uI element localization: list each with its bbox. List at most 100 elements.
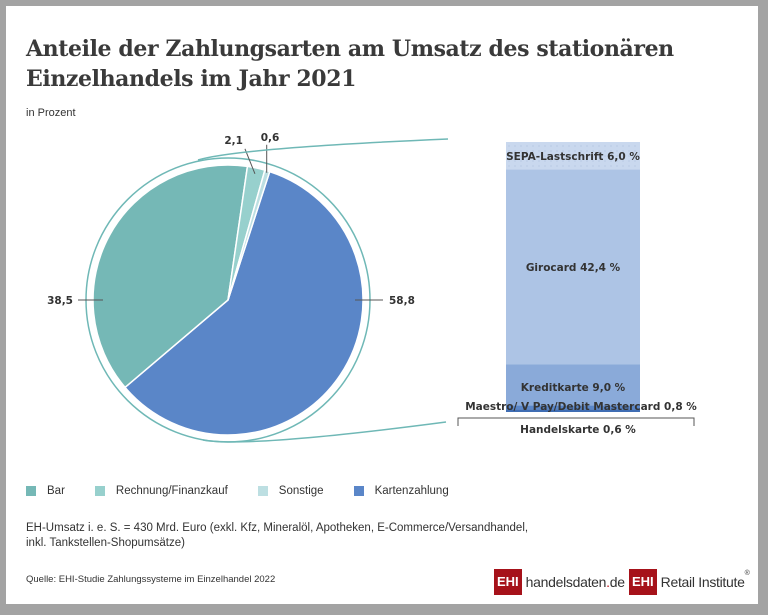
chart-card: Anteile der Zahlungsarten am Umsatz des … — [6, 6, 758, 604]
handelskarte-bracket — [457, 417, 695, 426]
ehi-logo-box: EHI — [494, 569, 522, 595]
source-note: Quelle: EHI-Studie Zahlungssysteme im Ei… — [26, 574, 276, 585]
logo-text-dot: . — [606, 574, 610, 590]
texture-dot — [532, 145, 534, 147]
texture-dot — [526, 150, 528, 152]
texture-dot — [580, 165, 582, 167]
texture-dot — [514, 165, 516, 167]
legend-item-bar: Bar — [26, 485, 65, 497]
texture-dot — [628, 150, 630, 152]
data-label-sonstige: 0,6 — [261, 132, 280, 144]
pie-slice-kartenzahlung — [124, 170, 364, 436]
texture-dot — [592, 145, 594, 147]
texture-dot — [532, 165, 534, 167]
texture-dot — [568, 145, 570, 147]
texture-dot — [610, 150, 612, 152]
texture-dot — [574, 150, 576, 152]
connector-lines — [197, 138, 449, 443]
texture-dot — [508, 155, 510, 157]
texture-dot — [604, 155, 606, 157]
texture-dot — [610, 145, 612, 147]
texture-dot — [574, 155, 576, 157]
texture-dot — [622, 150, 624, 152]
texture-dot — [616, 160, 618, 162]
texture-dot — [592, 165, 594, 167]
texture-dot — [568, 150, 570, 152]
chart-subtitle: in Prozent — [26, 107, 76, 119]
legend-label: Rechnung/Finanzkauf — [115, 485, 228, 497]
texture-dot — [634, 150, 636, 152]
bar-label-sepa: SEPA-Lastschrift 6,0 % — [506, 151, 640, 163]
texture-dot — [586, 150, 588, 152]
registered-mark: ® — [744, 570, 750, 577]
texture-dot — [634, 165, 636, 167]
handelsdaten-text: handelsdaten.de — [526, 574, 625, 590]
handelsdaten-logo[interactable]: EHI handelsdaten.de — [494, 569, 625, 595]
logo-text-part: handelsdaten — [525, 574, 607, 590]
texture-dot — [634, 155, 636, 157]
texture-dot — [628, 155, 630, 157]
stacked-bar-chart: SEPA-Lastschrift 6,0 % Girocard 42,4 % Kre… — [457, 142, 697, 436]
ehi-logo-box: EHI — [629, 569, 657, 595]
texture-dot — [550, 160, 552, 162]
texture-dot — [514, 150, 516, 152]
legend-swatch — [257, 486, 268, 496]
data-label-bar: 38,5 — [47, 295, 73, 307]
texture-dot — [580, 160, 582, 162]
texture-dot — [544, 150, 546, 152]
pie-chart: 58,8 38,5 2,1 0,6 — [47, 132, 415, 443]
texture-dot — [604, 145, 606, 147]
texture-dot — [514, 160, 516, 162]
chart-svg: 58,8 38,5 2,1 0,6 SEPA-Lastschrift 6,0 % Gir… — [47, 132, 697, 443]
texture-dot — [544, 145, 546, 147]
bar-label-girocard: Girocard 42,4 % — [526, 262, 621, 274]
connector-top — [197, 138, 449, 161]
texture-dot — [562, 155, 564, 157]
data-label-rechnung: 2,1 — [224, 135, 243, 147]
texture-dot — [550, 145, 552, 147]
chart-title: Anteile der Zahlungsarten am Umsatz des … — [26, 36, 674, 92]
texture-dot — [574, 145, 576, 147]
texture-dot — [604, 150, 606, 152]
texture-dot — [538, 145, 540, 147]
legend-label: Kartenzahlung — [374, 485, 449, 497]
legend-label: Bar — [47, 485, 65, 497]
bar-label-handelskarte: Handelskarte 0,6 % — [520, 424, 636, 436]
footnote: EH-Umsatz i. e. S. = 430 Mrd. Euro (exkl… — [26, 522, 529, 549]
data-label-kartenzahlung: 58,8 — [389, 295, 415, 307]
texture-dot — [586, 145, 588, 147]
texture-dot — [616, 150, 618, 152]
texture-dot — [574, 165, 576, 167]
texture-dot — [586, 160, 588, 162]
legend-item-rechnung: Rechnung/Finanzkauf — [94, 485, 228, 497]
legend-swatch — [26, 486, 36, 496]
ehi-retail-institute-logo[interactable]: EHI Retail Institute® — [629, 569, 750, 595]
texture-dot — [526, 145, 528, 147]
legend-swatch — [94, 486, 105, 496]
texture-dot — [622, 145, 624, 147]
texture-dot — [544, 165, 546, 167]
texture-dot — [520, 155, 522, 157]
texture-dot — [532, 160, 534, 162]
texture-dot — [598, 155, 600, 157]
texture-dot — [508, 160, 510, 162]
bar-segment-kreditkarte — [506, 364, 640, 406]
texture-dot — [508, 150, 510, 152]
texture-dot — [544, 155, 546, 157]
texture-dot — [550, 155, 552, 157]
texture-dot — [550, 150, 552, 152]
texture-dot — [610, 155, 612, 157]
connector-bottom — [202, 421, 447, 443]
bar-segment-handelskarte — [506, 409, 640, 412]
texture-dot — [508, 145, 510, 147]
texture-dot — [616, 145, 618, 147]
texture-dot — [532, 155, 534, 157]
texture-dot — [568, 155, 570, 157]
texture-dot — [628, 145, 630, 147]
texture-dot — [628, 165, 630, 167]
texture-dot — [604, 160, 606, 162]
texture-dot — [538, 155, 540, 157]
texture-dot — [568, 160, 570, 162]
texture-dot — [598, 145, 600, 147]
texture-dot — [586, 155, 588, 157]
